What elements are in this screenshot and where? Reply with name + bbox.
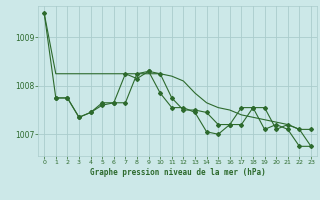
X-axis label: Graphe pression niveau de la mer (hPa): Graphe pression niveau de la mer (hPa) <box>90 168 266 177</box>
